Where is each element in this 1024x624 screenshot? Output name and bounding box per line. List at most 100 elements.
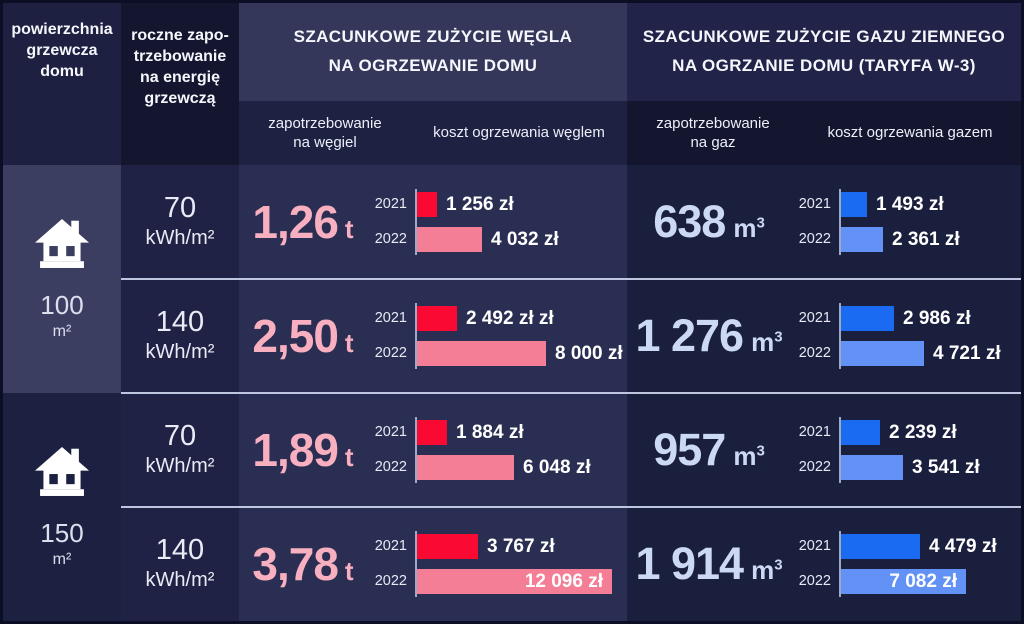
energy-value: 70 xyxy=(163,420,197,453)
house-area-value: 150 xyxy=(40,517,84,548)
gas-demand-value: 1 914 m3 xyxy=(627,538,791,590)
energy-value: 70 xyxy=(163,192,197,225)
bar-value-label: 3 541 zł xyxy=(912,456,980,478)
coal-title-label: SZACUNKOWE ZUŻYCIE WĘGLA NA OGRZEWANIE D… xyxy=(293,27,573,75)
house-100-block: 100 m² xyxy=(3,165,121,393)
energy-cell: 140 kWh/m² xyxy=(121,279,239,393)
bar-value-label: 8 000 zł xyxy=(555,342,623,364)
header-energy-label: roczne zapo- trzebowanie na energię grze… xyxy=(131,27,229,108)
gas-2021-bar xyxy=(841,192,867,217)
coal-cost-subheader: koszt ogrzewania węglem xyxy=(411,101,627,165)
coal-2022-bar xyxy=(417,227,482,252)
year-label: 2021 xyxy=(798,196,831,212)
bar-value-label: 3 767 zł xyxy=(487,535,555,557)
gas-demand-subheader: zapotrzebowanie na gaz xyxy=(627,101,799,165)
coal-section-title: SZACUNKOWE ZUŻYCIE WĘGLA NA OGRZEWANIE D… xyxy=(239,3,627,101)
gas-title-label: SZACUNKOWE ZUŻYCIE GAZU ZIEMNEGO NA OGRZ… xyxy=(642,27,1006,75)
gas-amount-unit: m3 xyxy=(751,327,783,357)
energy-unit: kWh/m² xyxy=(145,226,215,249)
gas-2022-bar: 7 082 zł xyxy=(841,569,966,594)
year-label: 2022 xyxy=(798,573,831,589)
bar-axis: 4 479 zł 7 082 zł xyxy=(839,531,997,597)
coal-2022-bar xyxy=(417,455,514,480)
bar-value-label: 4 721 zł xyxy=(933,342,1001,364)
year-label: 2022 xyxy=(374,459,407,475)
gas-2021-bar xyxy=(841,420,880,445)
gas-row: 1 276 m3 2021 2022 2 986 zł 4 721 zł xyxy=(627,279,1021,393)
gas-amount-unit: m3 xyxy=(751,555,783,585)
bar-value-label: 4 032 zł xyxy=(491,228,559,250)
year-label: 2021 xyxy=(374,310,407,326)
coal-amount: 3,78 xyxy=(252,538,339,590)
gas-amount-unit: m3 xyxy=(733,213,765,243)
gas-cost-chart: 2021 2022 4 479 zł 7 082 zł xyxy=(791,531,997,597)
row-separator xyxy=(121,278,1021,280)
bar-axis: 2 986 zł 4 721 zł xyxy=(839,303,1001,369)
gas-demand-value: 1 276 m3 xyxy=(627,310,791,362)
coal-cost-chart: 2021 2022 1 884 zł 6 048 zł xyxy=(367,417,591,483)
house-150-block: 150 m² xyxy=(3,393,121,621)
coal-amount-unit: t xyxy=(344,442,354,472)
energy-value: 140 xyxy=(155,534,205,567)
gas-2021-bar xyxy=(841,534,920,559)
bar-axis: 2 492 zł zł 8 000 zł xyxy=(415,303,623,369)
energy-unit: kWh/m² xyxy=(145,568,215,591)
coal-cost-chart: 2021 2022 3 767 zł 12 096 zł xyxy=(367,531,612,597)
year-label: 2021 xyxy=(374,538,407,554)
coal-amount: 1,26 xyxy=(252,196,339,248)
bar-value-label: 2 986 zł xyxy=(903,307,971,329)
header-area-cell: powierzchnia grzewcza domu xyxy=(3,3,121,165)
bar-value-label: 2 239 zł xyxy=(889,421,957,443)
coal-amount-unit: t xyxy=(344,214,354,244)
bar-value-label: 2 492 zł zł xyxy=(466,307,554,329)
coal-demand-sub-label: zapotrzebowanie na węgiel xyxy=(268,114,382,152)
year-label: 2022 xyxy=(374,231,407,247)
house-icon xyxy=(35,446,89,496)
row-separator xyxy=(121,392,1021,394)
table-grid: powierzchnia grzewcza domu roczne zapo- … xyxy=(3,3,1021,621)
year-label: 2022 xyxy=(374,345,407,361)
coal-2021-bar xyxy=(417,306,457,331)
gas-cost-sub-label: koszt ogrzewania gazem xyxy=(827,124,993,142)
gas-cost-chart: 2021 2022 2 986 zł 4 721 zł xyxy=(791,303,1001,369)
gas-cost-subheader: koszt ogrzewania gazem xyxy=(799,101,1021,165)
coal-2021-bar xyxy=(417,192,437,217)
gas-amount: 638 xyxy=(653,196,726,247)
coal-cost-chart: 2021 2022 1 256 zł 4 032 zł xyxy=(367,189,559,255)
gas-amount: 1 276 xyxy=(635,310,744,361)
bar-value-label: 1 493 zł xyxy=(876,193,944,215)
coal-row: 3,78 t 2021 2022 3 767 zł 12 096 zł xyxy=(239,507,627,621)
gas-amount: 1 914 xyxy=(635,538,744,589)
bar-axis: 3 767 zł 12 096 zł xyxy=(415,531,612,597)
coal-demand-value: 1,26 t xyxy=(239,195,367,249)
coal-2022-bar: 12 096 zł xyxy=(417,569,612,594)
bar-axis: 1 493 zł 2 361 zł xyxy=(839,189,960,255)
bar-axis: 1 884 zł 6 048 zł xyxy=(415,417,591,483)
year-label: 2022 xyxy=(798,345,831,361)
coal-2021-bar xyxy=(417,534,478,559)
year-label: 2021 xyxy=(374,424,407,440)
house-area-unit: m² xyxy=(52,322,72,340)
gas-row: 1 914 m3 2021 2022 4 479 zł 7 082 zł xyxy=(627,507,1021,621)
year-label: 2022 xyxy=(374,573,407,589)
row-separator xyxy=(121,506,1021,508)
gas-cost-chart: 2021 2022 2 239 zł 3 541 zł xyxy=(791,417,980,483)
bar-value-label: 12 096 zł xyxy=(524,570,603,592)
coal-demand-value: 1,89 t xyxy=(239,423,367,477)
coal-amount-unit: t xyxy=(344,328,354,358)
gas-2022-bar xyxy=(841,227,883,252)
energy-cell: 70 kWh/m² xyxy=(121,393,239,507)
coal-2021-bar xyxy=(417,420,447,445)
energy-unit: kWh/m² xyxy=(145,340,215,363)
header-energy-cell: roczne zapo- trzebowanie na energię grze… xyxy=(121,3,239,165)
bar-axis: 2 239 zł 3 541 zł xyxy=(839,417,980,483)
gas-demand-value: 638 m3 xyxy=(627,196,791,248)
coal-demand-value: 3,78 t xyxy=(239,537,367,591)
year-label: 2021 xyxy=(798,538,831,554)
year-label: 2021 xyxy=(374,196,407,212)
year-label: 2022 xyxy=(798,459,831,475)
gas-2022-bar xyxy=(841,341,924,366)
house-area-value: 100 xyxy=(40,289,84,320)
gas-demand-sub-label: zapotrzebowanie na gaz xyxy=(656,114,770,152)
coal-demand-value: 2,50 t xyxy=(239,309,367,363)
